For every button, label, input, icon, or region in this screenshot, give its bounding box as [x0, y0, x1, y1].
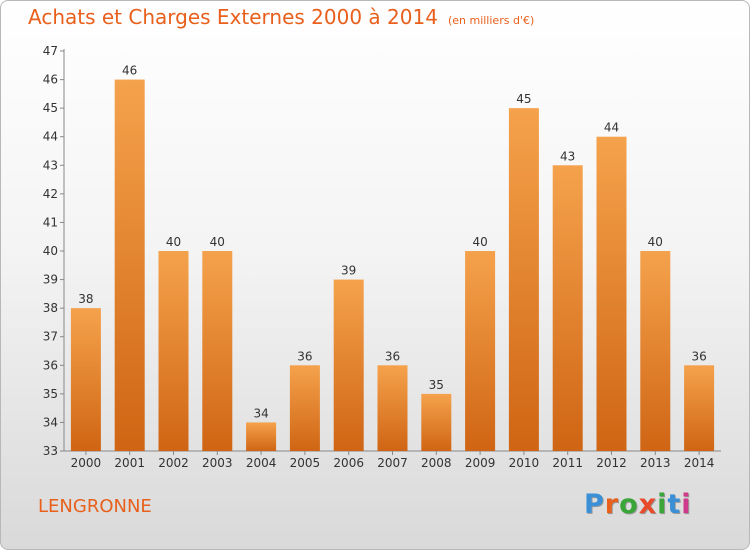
bar: [421, 393, 452, 451]
bar-value-label: 40: [166, 235, 181, 249]
x-tick-label: 2005: [290, 456, 321, 470]
y-tick-label: 42: [43, 187, 58, 201]
y-tick-label: 47: [43, 44, 58, 58]
bar-value-label: 43: [560, 149, 575, 163]
y-tick-label: 37: [43, 330, 58, 344]
bar: [333, 279, 364, 451]
bar: [552, 165, 583, 452]
x-tick-label: 2008: [421, 456, 452, 470]
bar: [640, 251, 671, 451]
y-axis-ticks: 33 34 35 36 37 38 39 40 41 42 43 44 45 46 47: [43, 44, 64, 458]
x-tick-label: 2007: [377, 456, 408, 470]
y-tick-label: 35: [43, 387, 58, 401]
bar-value-label: 44: [604, 121, 619, 135]
bar: [684, 365, 715, 451]
y-tick-label: 43: [43, 158, 58, 172]
y-tick-label: 46: [43, 73, 58, 87]
bar-value-label: 38: [78, 292, 93, 306]
x-tick-label: 2009: [465, 456, 496, 470]
brand-letter: r: [604, 489, 620, 520]
x-tick-label: 2010: [509, 456, 540, 470]
bar-value-label: 40: [472, 235, 487, 249]
brand-logo: Proxiti: [584, 489, 692, 520]
bar: [508, 108, 539, 452]
bar: [289, 365, 320, 451]
y-tick-label: 41: [43, 215, 58, 229]
place-name: LENGRONNE: [38, 496, 152, 517]
bar-value-label: 39: [341, 264, 356, 278]
bar: [70, 308, 101, 451]
y-tick-label: 38: [43, 301, 58, 315]
x-tick-label: 2012: [596, 456, 627, 470]
bar-value-label: 36: [385, 349, 400, 363]
brand-letter: t: [667, 489, 682, 520]
chart-unit-note: (en milliers d'€): [447, 14, 535, 27]
bar-value-label: 45: [516, 92, 531, 106]
bar-value-label: 35: [429, 378, 444, 392]
y-tick-label: 39: [43, 273, 58, 287]
brand-letter: i: [657, 489, 668, 520]
bar-value-label: 46: [122, 64, 137, 78]
bar-value-label: 34: [253, 406, 268, 420]
x-tick-label: 2014: [684, 456, 715, 470]
x-tick-label: 2006: [333, 456, 364, 470]
y-tick-label: 44: [43, 130, 58, 144]
bar: [596, 136, 627, 451]
brand-letter: o: [619, 489, 639, 520]
bar: [114, 79, 145, 452]
x-tick-label: 2003: [202, 456, 233, 470]
x-axis-labels: 2000 2001 2002 2003 2004 2005 2006 2007 2008 2009…: [71, 451, 715, 470]
bar-value-label: 40: [648, 235, 663, 249]
bar: [377, 365, 408, 451]
bar: [202, 251, 233, 451]
chart-title-main: Achats et Charges Externes 2000 à 2014: [28, 5, 438, 29]
bar: [465, 251, 496, 451]
x-tick-label: 2000: [71, 456, 102, 470]
x-tick-label: 2004: [246, 456, 277, 470]
y-tick-label: 33: [43, 444, 58, 458]
chart-bars: 38 46 40 40 34 36 39 36 35 40 45 43 44 40 36: [70, 64, 715, 452]
y-tick-label: 40: [43, 244, 58, 258]
x-tick-label: 2013: [640, 456, 671, 470]
bar-value-label: 36: [297, 349, 312, 363]
bar: [158, 251, 189, 451]
bar-value-label: 36: [691, 349, 706, 363]
y-tick-label: 36: [43, 358, 58, 372]
x-tick-label: 2011: [552, 456, 583, 470]
bar: [246, 422, 277, 451]
y-tick-label: 34: [43, 415, 58, 429]
x-tick-label: 2001: [114, 456, 145, 470]
y-tick-label: 45: [43, 101, 58, 115]
bar-value-label: 40: [210, 235, 225, 249]
x-tick-label: 2002: [158, 456, 189, 470]
brand-letter: P: [584, 489, 605, 520]
brand-letter: i: [681, 489, 692, 520]
brand-letter: x: [638, 489, 658, 520]
chart-title: Achats et Charges Externes 2000 à 2014 (e…: [28, 5, 534, 29]
